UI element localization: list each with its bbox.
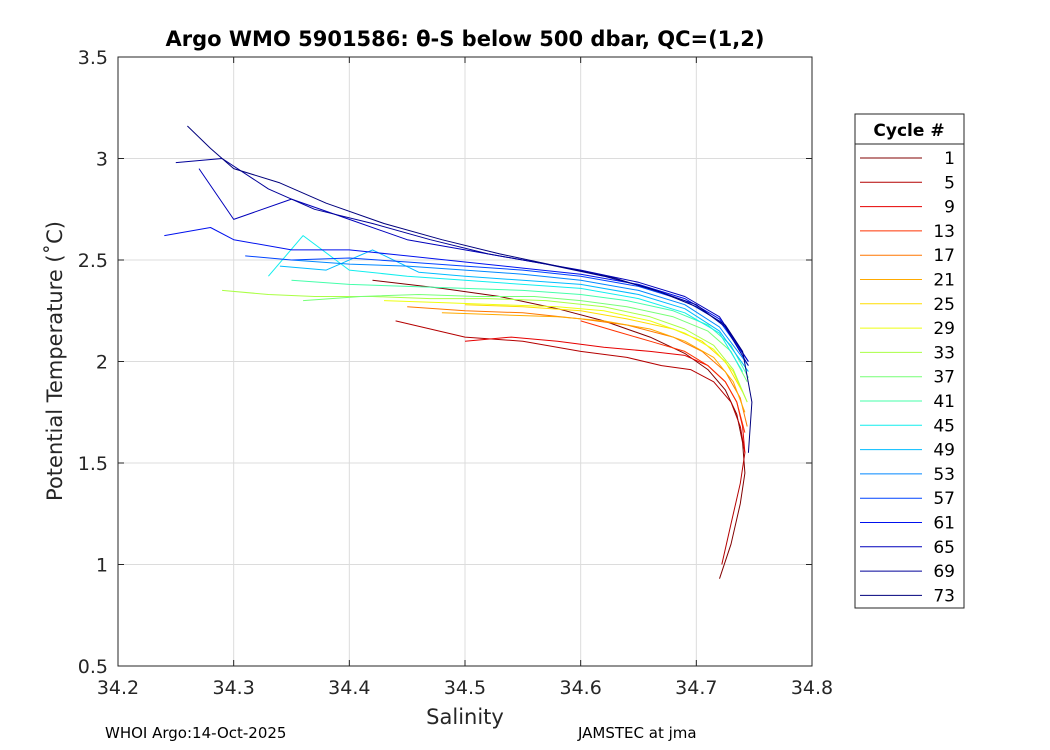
legend-entry-label: 33	[933, 343, 955, 363]
x-axis-label: Salinity	[426, 705, 504, 729]
legend-entry-label: 9	[944, 198, 955, 218]
series-line-cycle-61	[164, 227, 749, 362]
x-tick-label: 34.3	[213, 677, 255, 699]
axis-ticks: 34.2 34.3 34.4 34.5 34.6 34.7 34.8 0.5 1 1.5 2 2.5 3…	[78, 47, 833, 699]
y-tick-label: 2	[96, 352, 108, 374]
series-line-cycle-41	[291, 279, 749, 378]
y-tick-label: 3.5	[78, 47, 108, 69]
footer-left-credit: WHOI Argo:14-Oct-2025	[105, 724, 287, 742]
series-line-cycle-57	[245, 255, 749, 362]
series-line-cycle-69	[175, 158, 749, 366]
chart-title: Argo WMO 5901586: θ-S below 500 dbar, QC…	[166, 27, 765, 51]
series-line-cycle-53	[291, 259, 749, 366]
legend-entry-label: 61	[933, 514, 955, 534]
legend-title: Cycle #	[873, 121, 944, 141]
x-tick-label: 34.7	[675, 677, 717, 699]
legend-entry-label: 45	[933, 416, 955, 436]
legend-box	[854, 113, 965, 609]
x-tick-label: 34.8	[791, 677, 833, 699]
x-tick-label: 34.5	[444, 677, 486, 699]
legend-entry-label: 5	[944, 173, 955, 193]
x-tick-label: 34.6	[560, 677, 602, 699]
series-line-cycle-33	[222, 289, 748, 403]
legend-entry-label: 53	[933, 465, 955, 485]
legend-entry-label: 25	[933, 295, 955, 315]
series-lines	[164, 125, 753, 579]
footer-right-credit: JAMSTEC at jma	[578, 724, 697, 742]
legend-entry-label: 17	[933, 246, 955, 266]
legend-entry-label: 41	[933, 392, 955, 412]
series-line-cycle-13	[580, 320, 746, 433]
legend-entry-label: 21	[933, 271, 955, 291]
legend-entry-label: 73	[933, 586, 955, 606]
x-tick-label: 34.2	[97, 677, 139, 699]
series-line-cycle-1	[372, 279, 746, 579]
series-line-cycle-73	[187, 125, 753, 453]
legend-entry-label: 69	[933, 562, 955, 582]
legend: Cycle # 1 5 9 13 17 21 25 29 33 37 41 45 49 53 57 61 65 6…	[854, 113, 965, 609]
series-line-cycle-49	[279, 249, 749, 372]
legend-entry-label: 49	[933, 441, 955, 461]
legend-entry-label: 57	[933, 489, 955, 509]
y-tick-label: 1.5	[78, 453, 108, 475]
legend-entry-label: 13	[933, 222, 955, 242]
legend-entry-label: 29	[933, 319, 955, 339]
series-line-cycle-5	[395, 320, 746, 565]
y-tick-label: 2.5	[78, 250, 108, 272]
y-tick-label: 3	[96, 149, 108, 171]
series-line-cycle-29	[383, 300, 748, 403]
legend-entry-label: 37	[933, 368, 955, 388]
y-tick-label: 1	[96, 555, 108, 577]
series-line-cycle-17	[407, 306, 748, 427]
x-tick-label: 34.4	[328, 677, 370, 699]
series-line-cycle-21	[441, 312, 746, 413]
legend-entry-label: 65	[933, 538, 955, 558]
y-tick-label: 0.5	[78, 656, 108, 678]
y-axis-label: Potential Temperature (˚C)	[43, 221, 67, 501]
series-line-cycle-37	[303, 294, 748, 383]
legend-entry-label: 1	[944, 149, 955, 169]
